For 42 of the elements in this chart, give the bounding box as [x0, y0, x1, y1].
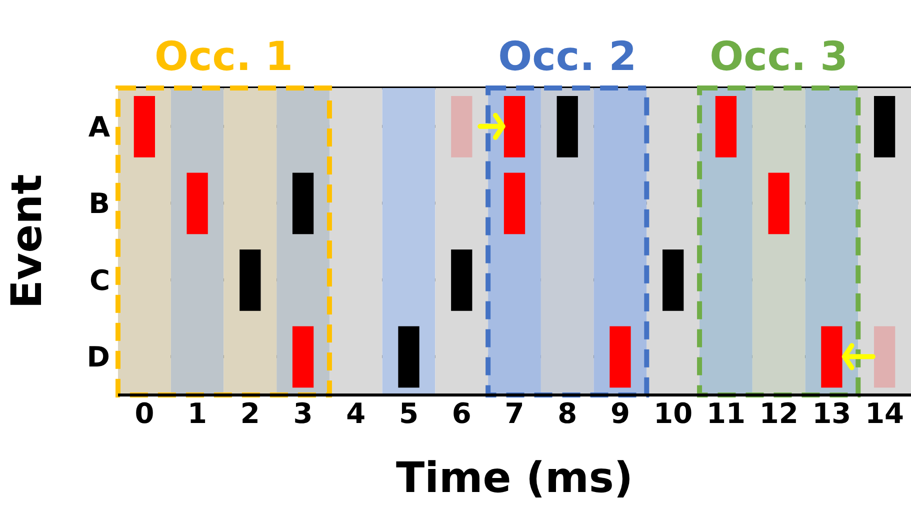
- bar: [504, 172, 526, 234]
- bar: [821, 326, 842, 388]
- bar: [874, 96, 896, 158]
- x-tick-label: 12: [759, 396, 798, 430]
- y-axis-title: Event: [2, 174, 51, 309]
- y-tick-label: A: [88, 110, 110, 144]
- bar: [504, 96, 526, 158]
- x-tick-label: 0: [134, 396, 154, 430]
- bar: [292, 326, 314, 388]
- band-label: Occ. 3: [710, 34, 848, 80]
- x-tick-label: 14: [865, 396, 904, 430]
- y-tick-label: C: [89, 264, 110, 297]
- band-label: Occ. 2: [498, 34, 637, 80]
- bar: [240, 250, 261, 311]
- bar: [556, 96, 578, 158]
- bar: [715, 96, 737, 158]
- bar: [398, 326, 420, 388]
- x-tick-label: 7: [504, 396, 524, 430]
- bar: [186, 172, 208, 234]
- x-tick-label: 6: [452, 396, 472, 430]
- bar: [610, 326, 631, 388]
- bar: [451, 96, 472, 158]
- x-tick-label: 11: [706, 396, 746, 430]
- bar: [292, 172, 314, 234]
- bar: [451, 250, 472, 311]
- x-tick-label: 4: [346, 396, 366, 430]
- x-tick-label: 3: [293, 396, 313, 430]
- band-label: Occ. 1: [154, 34, 293, 80]
- bar: [874, 326, 896, 388]
- bar: [768, 172, 790, 234]
- x-tick-label: 10: [654, 396, 693, 430]
- y-tick-label: D: [86, 340, 110, 374]
- bar: [662, 250, 684, 311]
- x-tick-label: 13: [812, 396, 852, 430]
- x-tick-label: 9: [610, 396, 630, 430]
- y-tick-label: B: [88, 187, 110, 220]
- x-axis-title: Time (ms): [396, 453, 634, 502]
- x-tick-label: 2: [240, 396, 260, 430]
- x-tick-label: 5: [399, 396, 419, 430]
- bar: [134, 96, 156, 158]
- x-tick-label: 8: [558, 396, 578, 430]
- x-tick-label: 1: [188, 396, 208, 430]
